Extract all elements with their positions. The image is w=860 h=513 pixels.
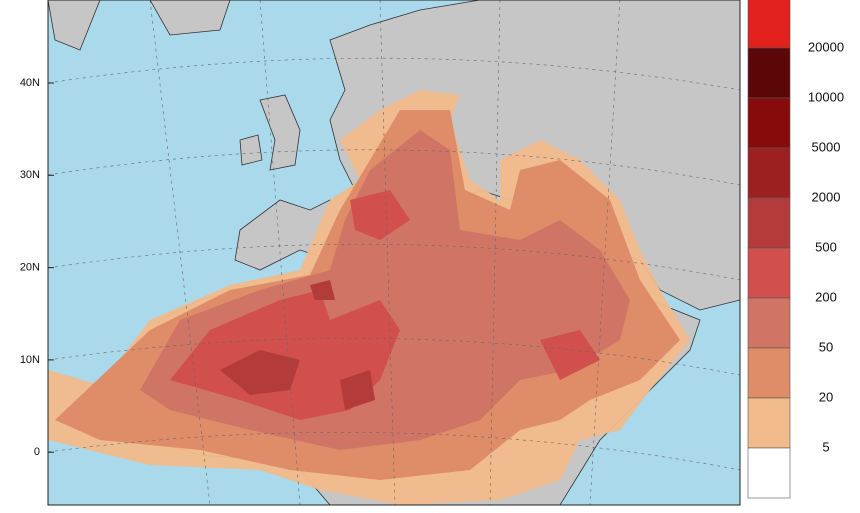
colorbar-swatch — [747, 347, 791, 399]
colorbar-swatch — [747, 247, 791, 299]
colorbar-label: 50 — [819, 339, 833, 354]
colorbar-swatch — [747, 0, 791, 49]
colorbar-label: 2000 — [812, 189, 841, 204]
graticule — [48, 0, 740, 505]
latitude-label: 20N — [20, 262, 40, 274]
map-frame — [47, 0, 741, 506]
colorbar-label: 20000 — [808, 39, 844, 54]
latitude-label: 10N — [20, 354, 40, 366]
colorbar-swatch — [747, 197, 791, 249]
latitude-label: 40N — [20, 77, 40, 89]
latitude-label: 0 — [34, 446, 40, 458]
colorbar-label: 5 — [822, 439, 829, 454]
colorbar-swatch — [747, 97, 791, 149]
map-area — [48, 0, 740, 505]
colorbar-swatch — [747, 447, 791, 499]
colorbar-label: 5000 — [812, 139, 841, 154]
colorbar-swatch — [747, 147, 791, 199]
colorbar-swatch — [747, 297, 791, 349]
land — [48, 0, 301, 171]
colorbar-swatch — [747, 47, 791, 99]
colorbar-label: 10000 — [808, 89, 844, 104]
colorbar-swatch — [747, 397, 791, 449]
colorbar-label: 200 — [815, 289, 837, 304]
colorbar-label: 20 — [819, 389, 833, 404]
dust-500 — [220, 280, 375, 410]
colorbar-label: 500 — [815, 239, 837, 254]
latitude-label: 30N — [20, 169, 40, 181]
